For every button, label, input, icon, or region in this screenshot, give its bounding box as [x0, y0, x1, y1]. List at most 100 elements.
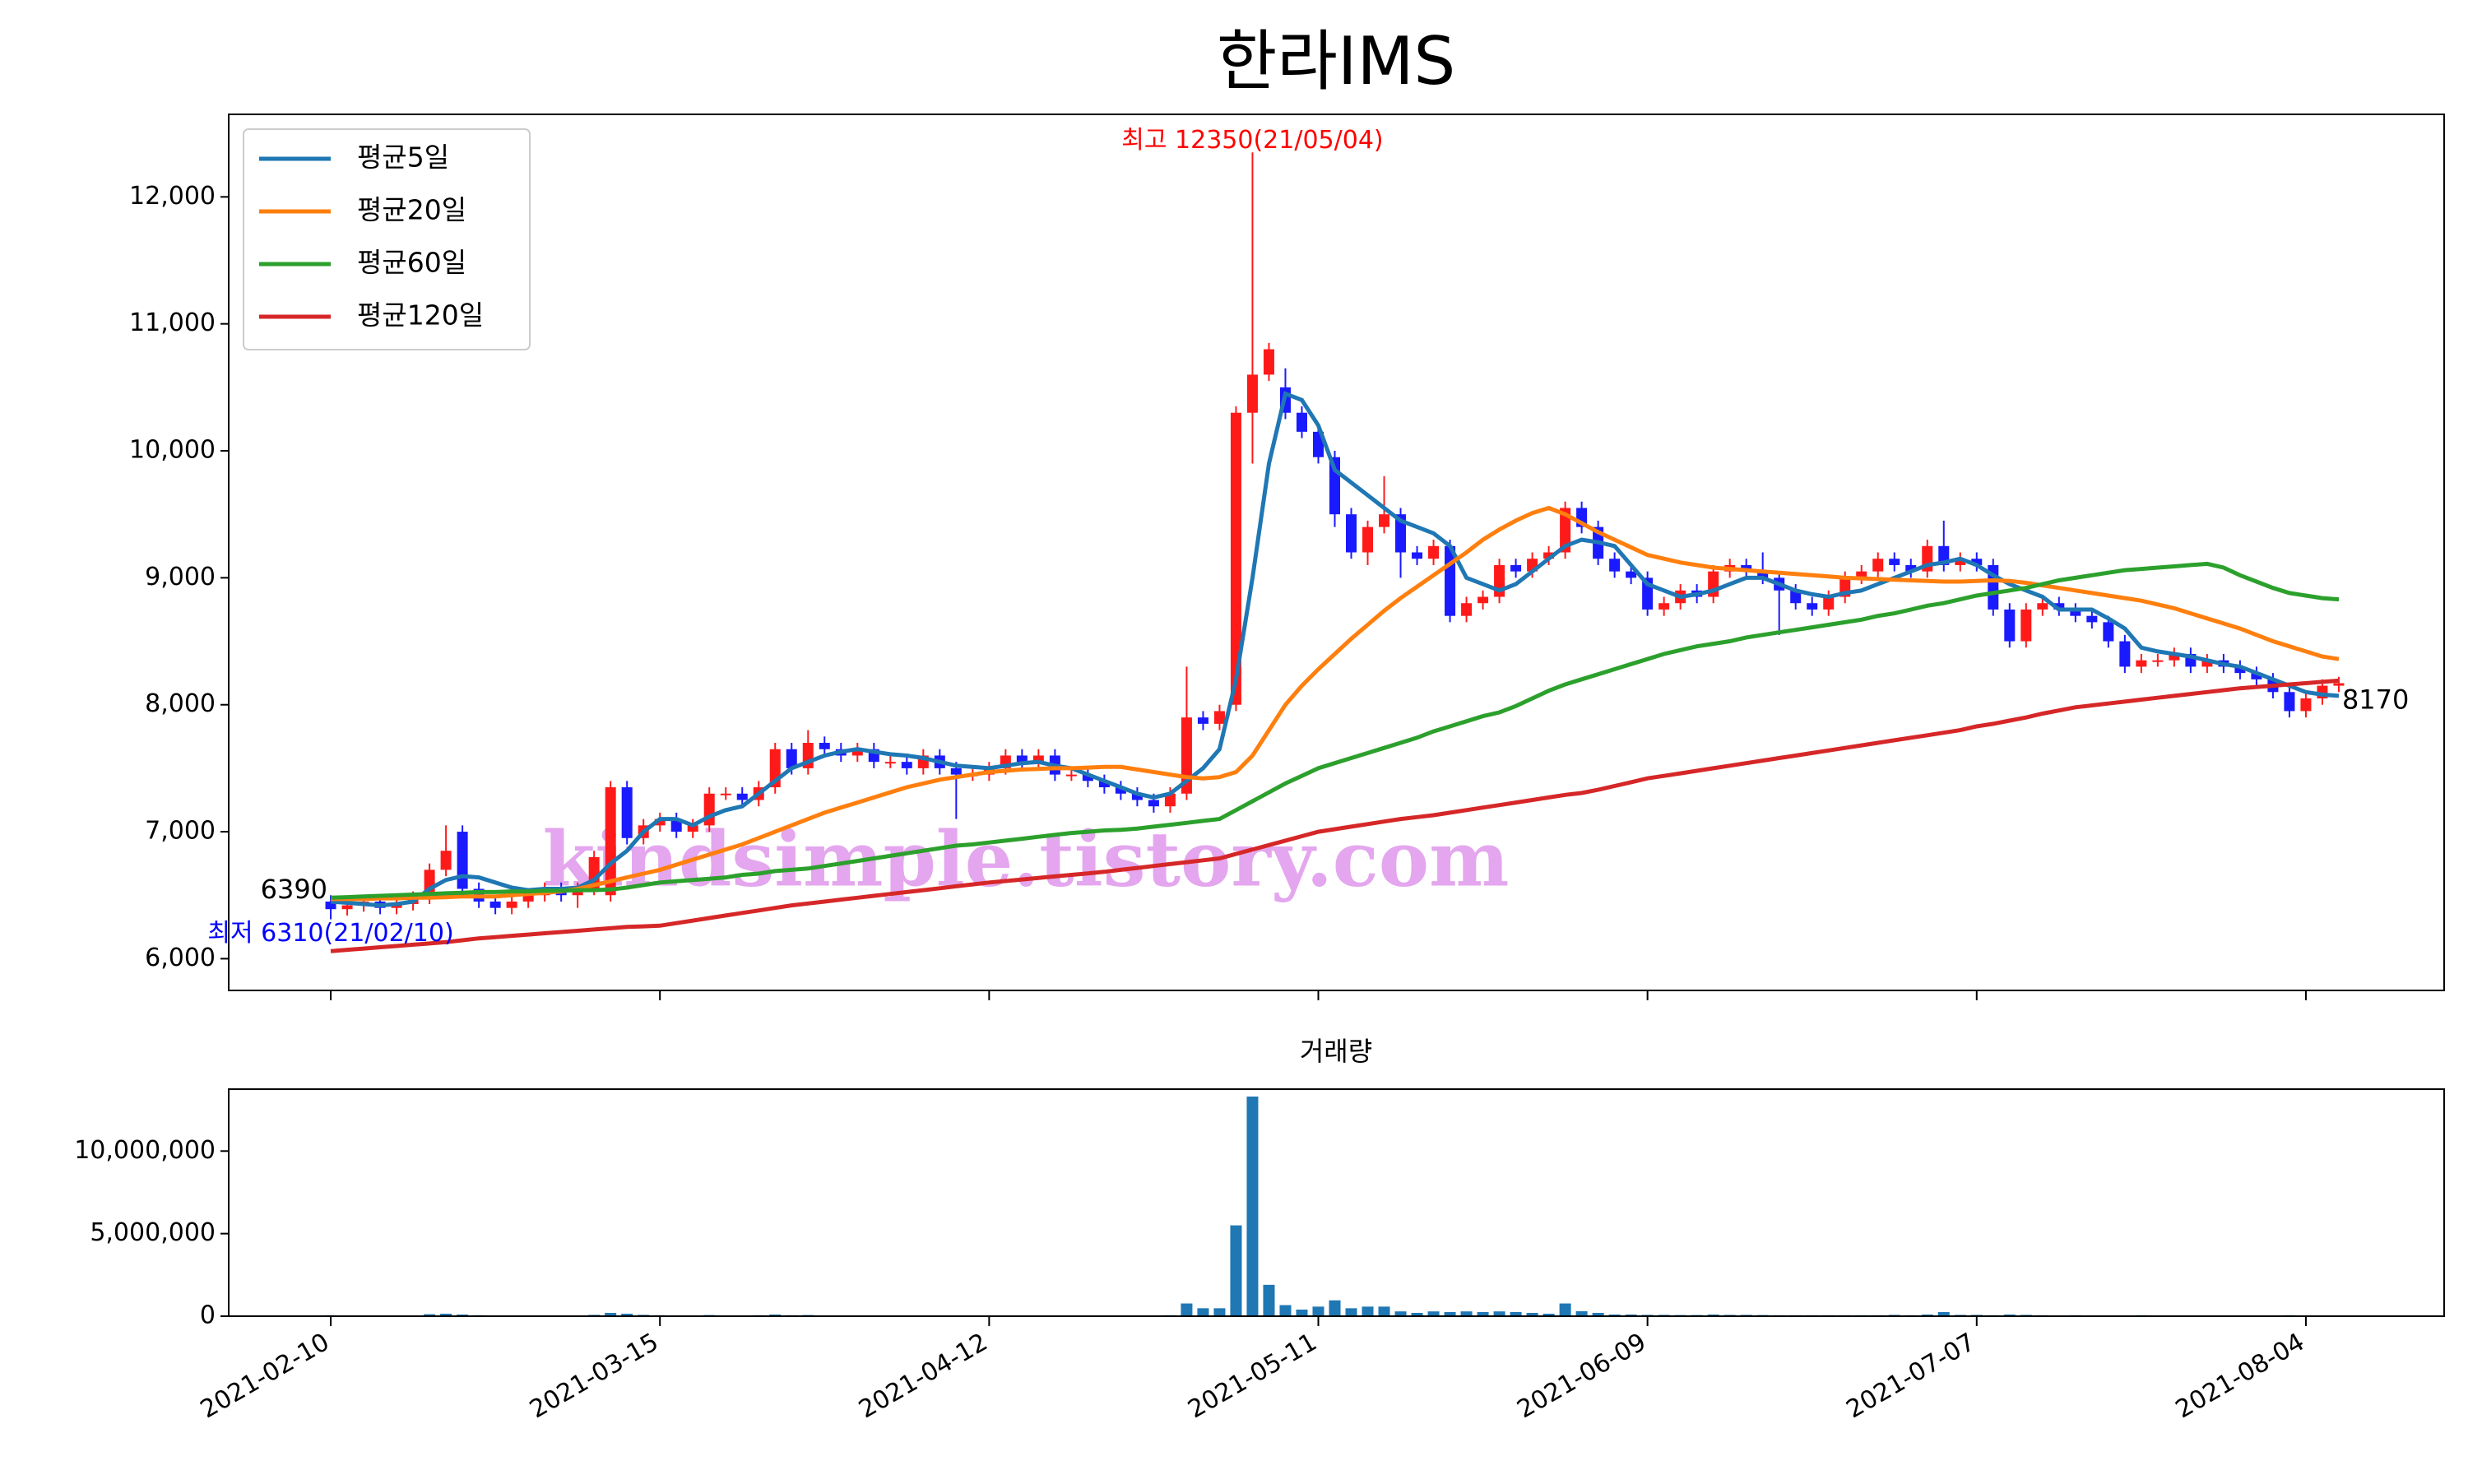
max-label: 최고 12350(21/05/04) [1121, 126, 1383, 155]
y-tick-label: 8,000 [145, 689, 216, 718]
candle-body [1626, 571, 1637, 578]
candle-body [1246, 374, 1258, 413]
volume-bar [1477, 1311, 1489, 1316]
min-label: 최저 6310(21/02/10) [207, 919, 453, 948]
y-tick-label: 10,000,000 [74, 1136, 216, 1165]
candle-body [1823, 596, 1835, 610]
volume-bar [1197, 1308, 1209, 1316]
volume-bar [1510, 1311, 1522, 1316]
candle-body [2234, 666, 2246, 674]
candle-body [2284, 692, 2295, 712]
volume-bar [1279, 1305, 1292, 1316]
legend-label: 평균20일 [357, 194, 466, 226]
volume-bar [1181, 1303, 1193, 1316]
volume-bar [769, 1314, 782, 1316]
candle-body [1115, 787, 1126, 794]
candle-body [1543, 552, 1555, 559]
volume-bar [1460, 1311, 1473, 1316]
candle-body [2169, 653, 2180, 661]
candle-body [1609, 559, 1621, 572]
candle-body [720, 793, 731, 795]
y-tick-label: 7,000 [145, 817, 216, 846]
volume-bar [1411, 1312, 1423, 1316]
candle-body [1032, 755, 1044, 763]
candle-body [2020, 609, 2032, 642]
candle-body [1905, 564, 1917, 572]
candle-body [2201, 660, 2213, 667]
candle-body [2300, 698, 2312, 712]
candle-body [1510, 564, 1522, 572]
plot-frame [228, 1088, 2445, 1317]
legend-label: 평균120일 [357, 299, 484, 332]
candle-body [1346, 514, 1357, 553]
legend-box [243, 128, 531, 350]
candle-body [819, 743, 830, 749]
candle-body [506, 901, 517, 908]
candle-body [1757, 571, 1769, 578]
y-tick-label: 10,000 [129, 436, 216, 465]
candle-body [654, 819, 666, 826]
volume-bar [1921, 1314, 1933, 1316]
candle-body [2119, 641, 2131, 667]
ma-line [331, 505, 2340, 902]
candle-body [1971, 559, 1983, 565]
watermark: kindsimple.tistory.com [542, 815, 1509, 904]
volume-bar [457, 1314, 469, 1316]
candle-body [621, 787, 633, 838]
candle-body [884, 762, 896, 764]
candle-body [1412, 552, 1423, 559]
candle-body [950, 768, 962, 775]
candle-body [2086, 615, 2098, 623]
volume-bar [1345, 1308, 1357, 1316]
plot-frame [228, 114, 2445, 991]
candle-body [1098, 781, 1110, 788]
candle-body [1478, 596, 1489, 604]
volume-bar [1213, 1308, 1226, 1316]
first-close-label: 6390 [261, 874, 327, 905]
volume-bar [1263, 1284, 1275, 1316]
candle-body [1856, 571, 1867, 578]
volume-bar [1246, 1097, 1259, 1316]
volume-bar [1362, 1306, 1374, 1316]
volume-bar [424, 1314, 436, 1316]
candle-body [1164, 793, 1176, 807]
volume-bar [1526, 1312, 1538, 1316]
candle-body [2333, 683, 2345, 686]
volume-bar [1625, 1314, 1637, 1316]
candle-body [1807, 603, 1818, 610]
candle-body [1213, 711, 1225, 724]
volume-bar [1230, 1225, 1242, 1316]
candle-body [1082, 774, 1093, 781]
candle-body [687, 825, 698, 832]
candle-body [1197, 717, 1208, 724]
volume-bar [1559, 1303, 1571, 1316]
candle-body [1379, 514, 1390, 527]
candle-body [2053, 603, 2065, 610]
volume-bar [1493, 1311, 1505, 1316]
candle-body [522, 895, 534, 902]
candle-body [1230, 412, 1241, 705]
candle-body [2070, 609, 2081, 616]
volume-bar [440, 1313, 452, 1316]
last-close-label: 8170 [2342, 684, 2409, 715]
y-tick-label: 9,000 [145, 563, 216, 591]
volume-bar [1592, 1312, 1604, 1316]
candle-body [2103, 622, 2114, 642]
candle-body [457, 832, 468, 889]
candle-body [325, 901, 336, 910]
volume-bar [1427, 1311, 1440, 1316]
ma-line [330, 561, 2340, 900]
candle-body [1872, 559, 1884, 572]
volume-title: 거래량 [1300, 1036, 1372, 1067]
candle-body [2004, 609, 2016, 642]
candle-body [1181, 717, 1192, 794]
legend-label: 평균5일 [357, 141, 449, 174]
chart-title: 한라IMS [1217, 23, 1456, 100]
volume-bar [1394, 1311, 1407, 1316]
volume-bar [1444, 1311, 1456, 1316]
volume-bar [1312, 1306, 1324, 1316]
candle-body [851, 749, 863, 756]
